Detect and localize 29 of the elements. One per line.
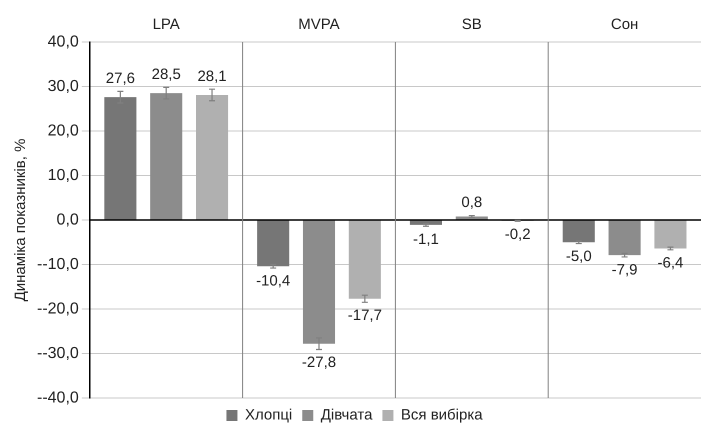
data-label: -0,2 bbox=[504, 226, 531, 243]
x-tick-label: LPA bbox=[152, 16, 180, 34]
data-label: -27,8 bbox=[302, 354, 336, 372]
legend-label: Хлопці bbox=[244, 406, 292, 424]
data-label: -7,9 bbox=[612, 262, 638, 279]
y-tick-label: --30,0 bbox=[37, 344, 79, 362]
data-label: 28,5 bbox=[152, 66, 181, 84]
x-tick-label: MVPA bbox=[298, 16, 340, 34]
y-tick-label: 40,0 bbox=[48, 33, 79, 50]
y-tick-label: 0,0 bbox=[56, 211, 79, 228]
legend-label: Вся вибірка bbox=[400, 406, 484, 424]
x-tick-label: Сон bbox=[610, 16, 638, 34]
data-label: -17,7 bbox=[348, 306, 382, 324]
data-label: 27,6 bbox=[106, 70, 135, 88]
y-tick-label: 30,0 bbox=[48, 78, 79, 95]
data-label: -10,4 bbox=[256, 272, 290, 290]
data-label: -1,1 bbox=[413, 230, 439, 248]
y-tick-label: 20,0 bbox=[48, 122, 79, 140]
x-tick-label: SB bbox=[462, 16, 482, 34]
y-tick-label: --10,0 bbox=[37, 256, 79, 273]
y-tick-label: --20,0 bbox=[37, 300, 79, 318]
y-axis-title: Динаміка показників, % bbox=[12, 138, 30, 302]
y-tick-label: --40,0 bbox=[37, 389, 79, 406]
data-label: -6,4 bbox=[658, 254, 684, 272]
data-label: -5,0 bbox=[566, 248, 592, 266]
data-label: 28,1 bbox=[197, 68, 227, 85]
y-tick-label: 10,0 bbox=[48, 166, 79, 184]
data-label: 0,8 bbox=[461, 194, 482, 212]
legend-label: Дівчата bbox=[320, 406, 374, 424]
